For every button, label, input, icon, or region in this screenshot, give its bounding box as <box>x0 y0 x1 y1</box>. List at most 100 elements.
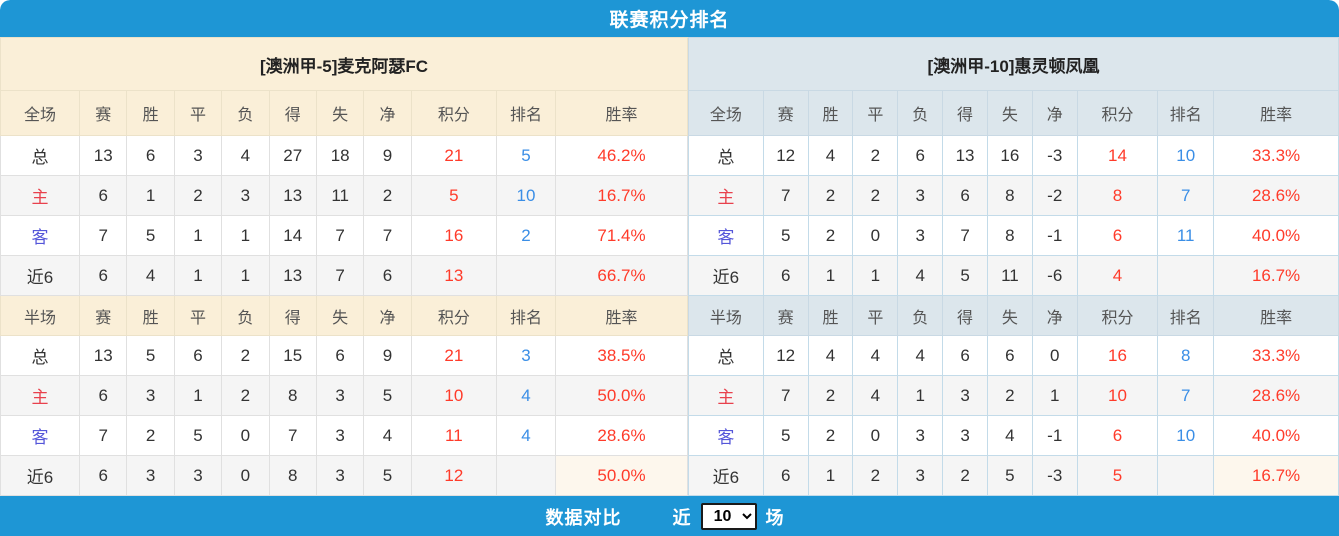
stat-cell: 11 <box>315 175 365 216</box>
stat-cell: 4 <box>363 415 412 456</box>
stat-cell: 6 <box>315 335 365 376</box>
points-cell: 5 <box>410 175 497 216</box>
stat-cell: 4 <box>897 335 944 376</box>
stat-cell: 3 <box>942 415 988 456</box>
stat-cell: 3 <box>315 415 365 456</box>
column-header: 赛 <box>762 90 809 136</box>
winrate-cell: 46.2% <box>555 135 688 176</box>
stat-cell: 13 <box>268 175 317 216</box>
stat-cell: 7 <box>315 215 365 256</box>
recent-count-select[interactable]: 10 <box>700 503 757 530</box>
column-header: 得 <box>268 295 317 336</box>
column-header: 排名 <box>1157 295 1215 336</box>
rank-cell: 8 <box>1157 335 1215 376</box>
stat-cell: 2 <box>126 415 175 456</box>
column-header: 净 <box>363 90 412 136</box>
points-cell: 16 <box>1076 335 1159 376</box>
column-header: 胜 <box>126 295 175 336</box>
points-cell: 4 <box>1076 255 1159 296</box>
column-header: 胜率 <box>1213 295 1339 336</box>
column-header: 胜 <box>126 90 175 136</box>
stat-cell: 9 <box>363 335 412 376</box>
stat-cell: 13 <box>78 135 128 176</box>
row-label: 总 <box>688 135 764 176</box>
column-header: 负 <box>221 295 270 336</box>
column-header: 排名 <box>1157 90 1215 136</box>
rank-cell <box>1157 255 1215 296</box>
recent-label: 近 <box>672 507 692 528</box>
points-cell: 11 <box>410 415 497 456</box>
stat-cell: 3 <box>897 455 944 496</box>
winrate-cell: 71.4% <box>555 215 688 256</box>
stats-table: [澳洲甲-10]惠灵顿凤凰 全场赛胜平负得失净积分 排名 胜率总 12 4 2 6 13 16 -3… <box>688 37 1339 496</box>
column-header: 净 <box>1031 295 1078 336</box>
team-tables-container: [澳洲甲-5]麦克阿瑟FC 全场赛胜平负得失净积分 排名 胜率总 13 6 3 4 27 18 9 2… <box>0 37 1339 496</box>
column-header: 赛 <box>78 90 128 136</box>
row-label: 主 <box>0 375 80 416</box>
stat-cell: 1 <box>1031 375 1078 416</box>
winrate-cell: 40.0% <box>1213 415 1339 456</box>
rank-cell: 5 <box>495 135 557 176</box>
rank-cell: 10 <box>1157 135 1215 176</box>
stat-cell: 4 <box>807 335 854 376</box>
stat-cell: 8 <box>986 175 1033 216</box>
stat-cell: 8 <box>986 215 1033 256</box>
rank-cell: 10 <box>495 175 557 216</box>
points-cell: 13 <box>410 255 497 296</box>
stat-cell: 2 <box>852 455 899 496</box>
points-cell: 10 <box>410 375 497 416</box>
row-label: 总 <box>0 135 80 176</box>
column-header: 积分 <box>410 295 497 336</box>
stat-cell: 5 <box>986 455 1033 496</box>
stat-cell: 1 <box>173 375 223 416</box>
points-cell: 5 <box>1076 455 1159 496</box>
stat-cell: 5 <box>363 455 412 496</box>
winrate-cell: 16.7% <box>555 175 688 216</box>
row-label: 主 <box>0 175 80 216</box>
column-header: 失 <box>315 90 365 136</box>
stat-cell: 1 <box>173 215 223 256</box>
column-header: 积分 <box>1076 295 1159 336</box>
points-cell: 6 <box>1076 415 1159 456</box>
rank-cell <box>495 455 557 496</box>
column-header: 净 <box>363 295 412 336</box>
stat-cell: 7 <box>78 215 128 256</box>
column-header: 全场 <box>0 90 80 136</box>
stat-cell: 1 <box>126 175 175 216</box>
column-header: 排名 <box>495 90 557 136</box>
row-label: 客 <box>0 415 80 456</box>
stat-cell: 8 <box>268 375 317 416</box>
stat-cell: 3 <box>942 375 988 416</box>
stat-cell: 2 <box>363 175 412 216</box>
stat-cell: 7 <box>942 215 988 256</box>
stat-cell: 6 <box>363 255 412 296</box>
points-cell: 14 <box>1076 135 1159 176</box>
column-header: 排名 <box>495 295 557 336</box>
winrate-cell: 66.7% <box>555 255 688 296</box>
stat-cell: -3 <box>1031 455 1078 496</box>
stat-cell: 3 <box>315 375 365 416</box>
column-header: 负 <box>221 90 270 136</box>
winrate-cell: 28.6% <box>1213 375 1339 416</box>
stat-cell: 2 <box>221 375 270 416</box>
rank-cell: 4 <box>495 415 557 456</box>
column-header: 胜率 <box>555 90 688 136</box>
stat-cell: 3 <box>126 455 175 496</box>
row-label: 客 <box>0 215 80 256</box>
matches-label: 场 <box>765 507 785 528</box>
stat-cell: 12 <box>762 335 809 376</box>
stat-cell: 11 <box>986 255 1033 296</box>
column-header: 全场 <box>688 90 764 136</box>
stat-cell: 2 <box>807 175 854 216</box>
row-label: 客 <box>688 215 764 256</box>
points-cell: 21 <box>410 135 497 176</box>
stat-cell: 6 <box>78 175 128 216</box>
stat-cell: 3 <box>897 215 944 256</box>
stat-cell: -6 <box>1031 255 1078 296</box>
stat-cell: 1 <box>852 255 899 296</box>
column-header: 平 <box>173 295 223 336</box>
away-team-table: [澳洲甲-10]惠灵顿凤凰 全场赛胜平负得失净积分 排名 胜率总 12 4 2 6 13 16 -3… <box>688 37 1339 496</box>
home-team-table: [澳洲甲-5]麦克阿瑟FC 全场赛胜平负得失净积分 排名 胜率总 13 6 3 4 27 18 9 2… <box>0 37 688 496</box>
stat-cell: 12 <box>762 135 809 176</box>
